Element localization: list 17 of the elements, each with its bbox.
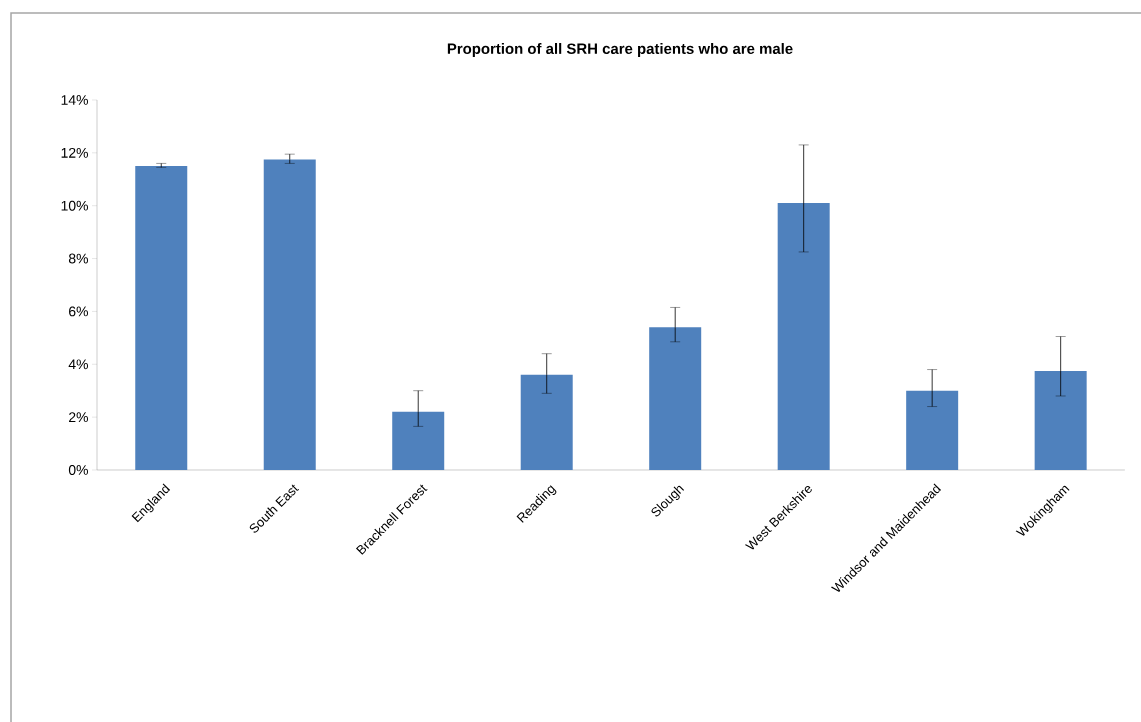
chart-title: Proportion of all SRH care patients who are male [447,43,793,57]
y-tick-label: 4% [68,359,88,370]
bar [392,411,445,470]
bar [520,374,573,470]
y-tick-label: 14% [61,95,88,105]
y-tick-label: 2% [69,412,88,423]
y-tick-label: 10% [61,200,88,211]
y-tick-label: 8% [68,253,88,264]
bar [777,203,830,470]
y-tick-label: 6% [69,306,88,317]
bar [906,390,959,470]
bar [649,327,702,470]
y-tick-label: 12% [61,147,88,158]
bar [135,166,188,470]
bar [1034,370,1087,470]
y-tick-label: 0% [68,465,88,475]
bar [263,159,316,470]
